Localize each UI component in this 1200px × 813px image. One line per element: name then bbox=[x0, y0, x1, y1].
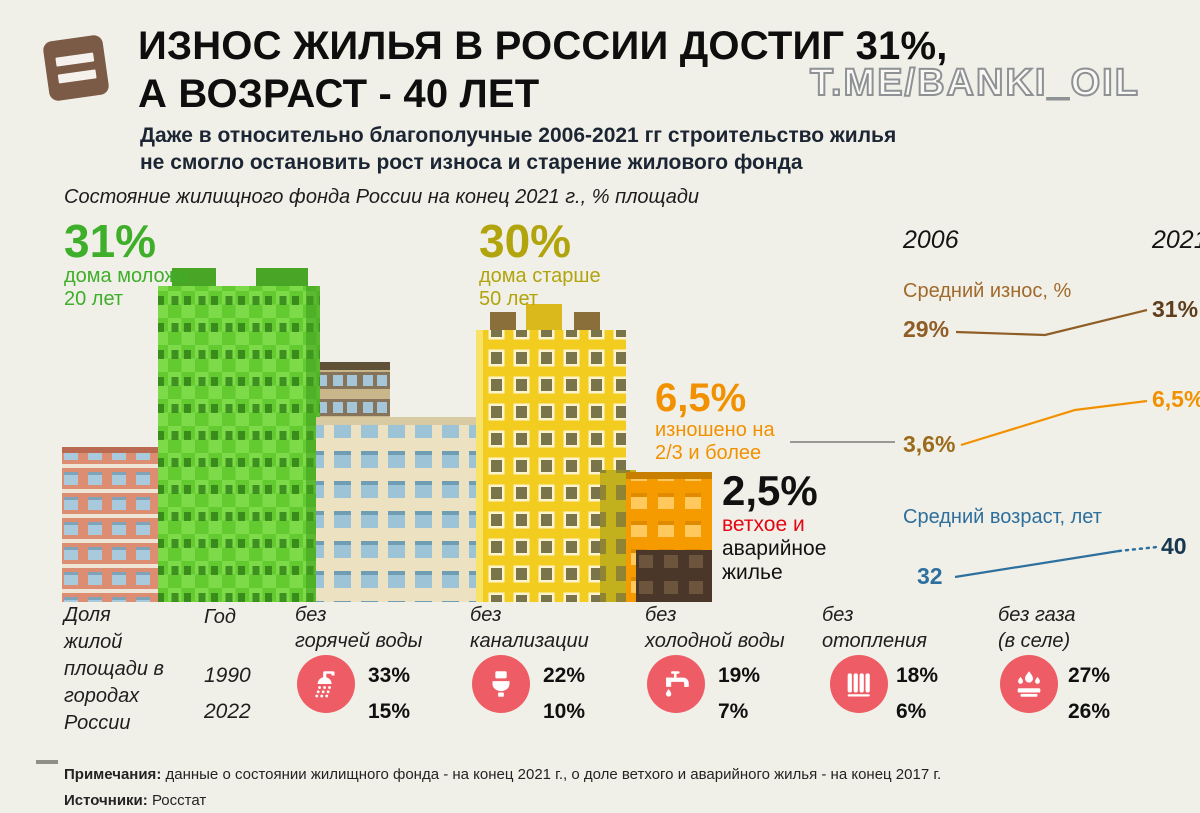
stat-old-line2: 50 лет bbox=[479, 287, 539, 310]
amenities-table-caption: Доля жилой площади в городах России bbox=[64, 604, 164, 734]
age-trend-line-dashed bbox=[1117, 545, 1159, 553]
chart-caption: Состояние жилищного фонда России на коне… bbox=[64, 186, 700, 208]
trend-lines bbox=[954, 308, 1159, 579]
logo-equals-bar bbox=[57, 69, 97, 84]
value-no-cold-water-1990: 19% bbox=[718, 664, 761, 687]
stat-old-value: 30% bbox=[479, 215, 572, 267]
worn-trend-line bbox=[960, 399, 1148, 447]
stat-dilapidated-homes: 2,5% ветхое и аварийное жилье bbox=[722, 467, 827, 585]
subtitle: Даже в относительно благополучные 2006-2… bbox=[140, 122, 896, 177]
age-trend-line bbox=[954, 549, 1120, 579]
shower-badge bbox=[297, 655, 355, 713]
stat-dilapidated-line3: жилье bbox=[722, 561, 783, 585]
column-title-no-heating: без отопления bbox=[822, 602, 927, 654]
building-cream bbox=[316, 417, 476, 602]
toilet-badge bbox=[472, 655, 530, 713]
radiator-icon bbox=[847, 673, 870, 697]
column-title-line1: без газа bbox=[998, 604, 1076, 626]
building-salmon bbox=[62, 447, 158, 602]
stat-worn-homes: 6,5% изношено на 2/3 и более bbox=[655, 378, 775, 465]
footer-sources-label: Источники: bbox=[64, 792, 148, 809]
trend-chart: 2006 2021 Средний износ, % 29% 31% 3,6% … bbox=[895, 220, 1200, 615]
footer-sources-text: Росстат bbox=[151, 792, 207, 809]
banki-oil-logo bbox=[42, 34, 110, 102]
subtitle-line1: Даже в относительно благополучные 2006-2… bbox=[140, 124, 897, 147]
stat-young-line1: дома моложе bbox=[64, 264, 189, 287]
building-dark-dilapidated bbox=[636, 550, 712, 602]
avg-age-label: Средний возраст, лет bbox=[903, 506, 1102, 528]
column-title-line1: без bbox=[295, 604, 327, 626]
stat-young-homes: 31% дома моложе 20 лет bbox=[64, 218, 189, 311]
worn-share-end-value: 6,5% bbox=[1152, 386, 1200, 412]
stat-dilapidated-value: 2,5% bbox=[722, 467, 818, 514]
toilet-icon bbox=[492, 671, 510, 697]
avg-wear-end-value: 31% bbox=[1152, 296, 1199, 322]
column-title-no-gas: без газа (в селе) bbox=[998, 602, 1076, 654]
radiator-badge bbox=[830, 655, 888, 713]
value-no-sewerage-1990: 22% bbox=[543, 664, 586, 687]
column-title-line2: (в селе) bbox=[998, 630, 1071, 652]
stat-worn-value: 6,5% bbox=[655, 376, 747, 420]
subtitle-line2: не смогло остановить рост износа и старе… bbox=[140, 151, 803, 175]
channel-watermark: T.ME/BANKI_OIL bbox=[809, 61, 1140, 105]
footer-notes-text: данные о состоянии жилищного фонда - на … bbox=[165, 766, 942, 783]
column-title-line2: холодной воды bbox=[645, 630, 785, 652]
value-no-hot-water-1990: 33% bbox=[368, 664, 411, 687]
avg-wear-start-value: 29% bbox=[903, 316, 950, 342]
avg-age-end-value: 40 bbox=[1161, 533, 1187, 559]
stat-worn-line1: изношено на bbox=[655, 418, 775, 441]
stat-old-homes: 30% дома старше 50 лет bbox=[479, 218, 601, 311]
value-no-hot-water-2022: 15% bbox=[368, 700, 411, 723]
gas-stove-badge bbox=[1000, 655, 1058, 713]
column-title-no-sewerage: без канализации bbox=[470, 602, 589, 654]
footer-divider bbox=[36, 760, 58, 764]
stat-young-value: 31% bbox=[64, 215, 157, 267]
worn-connector-line bbox=[790, 441, 895, 443]
value-no-gas-1990: 27% bbox=[1068, 664, 1111, 687]
column-title-no-cold-water: без холодной воды bbox=[645, 602, 785, 654]
page-title-line1: ИЗНОС ЖИЛЬЯ В РОССИИ ДОСТИГ 31%, bbox=[138, 24, 948, 68]
stat-worn-line2: 2/3 и более bbox=[655, 441, 762, 464]
footer-notes: Примечания: данные о состоянии жилищного… bbox=[64, 766, 941, 783]
faucet-badge bbox=[647, 655, 705, 713]
column-title-no-hot-water: без горячей воды bbox=[295, 602, 422, 654]
year-row-2022: 2022 bbox=[204, 700, 251, 723]
page-title: ИЗНОС ЖИЛЬЯ В РОССИИ ДОСТИГ 31%, А ВОЗРА… bbox=[138, 22, 948, 118]
footer-notes-label: Примечания: bbox=[64, 766, 162, 783]
value-no-cold-water-2022: 7% bbox=[718, 700, 749, 723]
shower-icon bbox=[315, 671, 335, 698]
column-title-line1: без bbox=[645, 604, 677, 626]
stat-old-line1: дома старше bbox=[479, 264, 601, 287]
gas-stove-icon bbox=[1017, 671, 1041, 697]
column-title-line1: без bbox=[470, 604, 502, 626]
page-title-line2: А ВОЗРАСТ - 40 ЛЕТ bbox=[138, 72, 540, 116]
column-title-line1: без bbox=[822, 604, 854, 626]
stat-young-line2: 20 лет bbox=[64, 287, 124, 310]
stat-dilapidated-line1: ветхое и bbox=[722, 512, 805, 536]
column-title-line2: горячей воды bbox=[295, 630, 423, 652]
logo-equals-bar bbox=[55, 52, 95, 67]
value-no-heating-2022: 6% bbox=[896, 700, 927, 723]
year-row-1990: 1990 bbox=[204, 664, 251, 687]
avg-wear-label: Средний износ, % bbox=[903, 280, 1072, 302]
footer-sources: Источники: Росстат bbox=[64, 792, 206, 809]
value-no-heating-1990: 18% bbox=[896, 664, 939, 687]
trend-year-end: 2021 bbox=[1152, 226, 1200, 254]
column-title-line2: отопления bbox=[822, 630, 927, 652]
faucet-icon bbox=[665, 671, 689, 697]
column-title-line2: канализации bbox=[470, 630, 589, 652]
worn-share-start-value: 3,6% bbox=[903, 431, 956, 457]
value-no-sewerage-2022: 10% bbox=[543, 700, 586, 723]
trend-year-start: 2006 bbox=[903, 226, 959, 254]
value-no-gas-2022: 26% bbox=[1068, 700, 1111, 723]
stat-dilapidated-line2: аварийное bbox=[722, 536, 827, 560]
buildings-illustration bbox=[62, 268, 712, 602]
avg-age-start-value: 32 bbox=[917, 563, 943, 589]
building-green-young bbox=[158, 268, 320, 602]
wear-trend-line bbox=[955, 308, 1148, 337]
year-column-header: Год bbox=[204, 606, 236, 628]
